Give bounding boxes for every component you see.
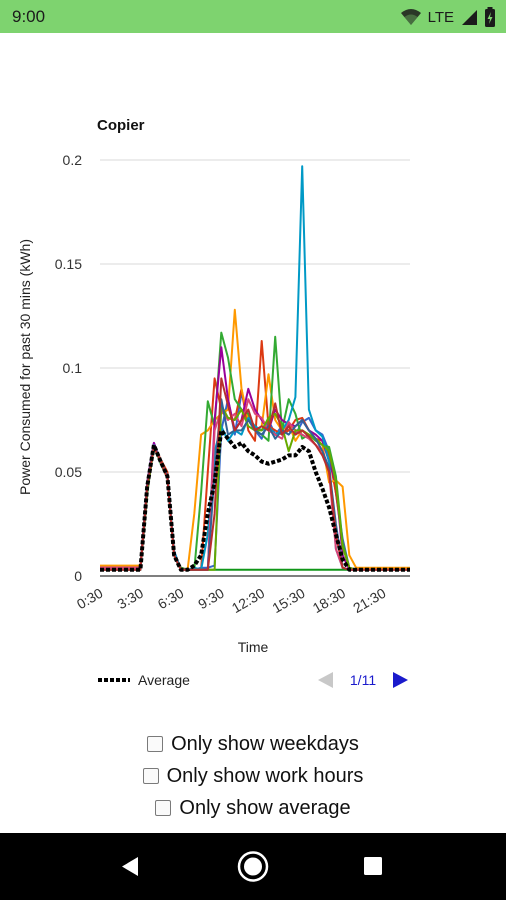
x-tick-label: 6:30 bbox=[155, 585, 187, 613]
option-average[interactable]: Only show average bbox=[0, 792, 506, 824]
y-tick-label: 0.1 bbox=[63, 360, 83, 376]
work-hours-label[interactable]: Only show work hours bbox=[166, 764, 364, 787]
x-tick-label: 15:30 bbox=[269, 585, 308, 616]
legend: Average 1/11 bbox=[98, 672, 408, 688]
navigation-bar bbox=[0, 833, 506, 900]
x-tick-label: 18:30 bbox=[310, 585, 349, 616]
y-tick-label: 0.2 bbox=[63, 152, 83, 168]
series-lines bbox=[100, 165, 410, 572]
average-label[interactable]: Only show average bbox=[179, 796, 351, 819]
status-time: 9:00 bbox=[12, 7, 46, 26]
x-axis-ticks: 0:30 3:30 6:30 9:30 12:30 15:30 18:30 21:30 bbox=[74, 585, 389, 616]
status-icons: LTE bbox=[400, 6, 496, 28]
recents-icon[interactable] bbox=[364, 857, 382, 875]
network-label: LTE bbox=[427, 8, 454, 26]
legend-page-indicator: 1/11 bbox=[350, 672, 376, 688]
y-axis-ticks: 0 0.05 0.1 0.15 0.2 bbox=[55, 152, 82, 584]
series-line-2 bbox=[100, 340, 410, 571]
back-icon[interactable] bbox=[122, 857, 138, 876]
gridlines bbox=[100, 159, 410, 473]
chart-area: Copier 0 0.05 0.1 0.15 0.2 0:30 3:30 6:30 9:30 1… bbox=[0, 33, 506, 713]
battery-icon bbox=[485, 7, 495, 27]
legend-next-arrow-icon[interactable] bbox=[393, 672, 408, 688]
legend-average-label: Average bbox=[138, 672, 190, 688]
y-tick-label: 0.05 bbox=[55, 464, 82, 480]
y-axis-label: Power Consumed for past 30 mins (kWh) bbox=[17, 239, 33, 495]
chart-title: Copier bbox=[97, 117, 145, 134]
series-line-average bbox=[100, 428, 410, 572]
average-checkbox[interactable] bbox=[155, 800, 172, 816]
x-tick-label: 0:30 bbox=[74, 585, 106, 613]
x-tick-label: 12:30 bbox=[229, 585, 268, 616]
y-tick-label: 0 bbox=[74, 568, 82, 584]
series-line-6 bbox=[100, 346, 410, 571]
wifi-icon bbox=[400, 9, 421, 25]
option-work-hours[interactable]: Only show work hours bbox=[0, 760, 506, 792]
work-hours-checkbox[interactable] bbox=[142, 768, 159, 784]
x-axis-label: Time bbox=[238, 639, 269, 655]
weekdays-label[interactable]: Only show weekdays bbox=[171, 732, 359, 755]
x-tick-label: 21:30 bbox=[350, 585, 389, 616]
filter-options: Only show weekdays Only show work hours … bbox=[0, 728, 506, 824]
legend-prev-arrow-icon[interactable] bbox=[318, 672, 333, 688]
option-weekdays[interactable]: Only show weekdays bbox=[0, 728, 506, 760]
power-chart: Copier 00.050.10.150.2 0:30 3:30 6:30 9:30 1… bbox=[17, 117, 410, 688]
x-tick-label: 3:30 bbox=[114, 585, 146, 613]
y-tick-label: 0.15 bbox=[55, 256, 82, 272]
home-icon[interactable] bbox=[237, 851, 269, 882]
signal-icon bbox=[462, 10, 477, 25]
status-bar: 9:00 LTE bbox=[0, 0, 506, 33]
x-tick-label: 9:30 bbox=[195, 585, 227, 613]
weekdays-checkbox[interactable] bbox=[147, 736, 164, 752]
